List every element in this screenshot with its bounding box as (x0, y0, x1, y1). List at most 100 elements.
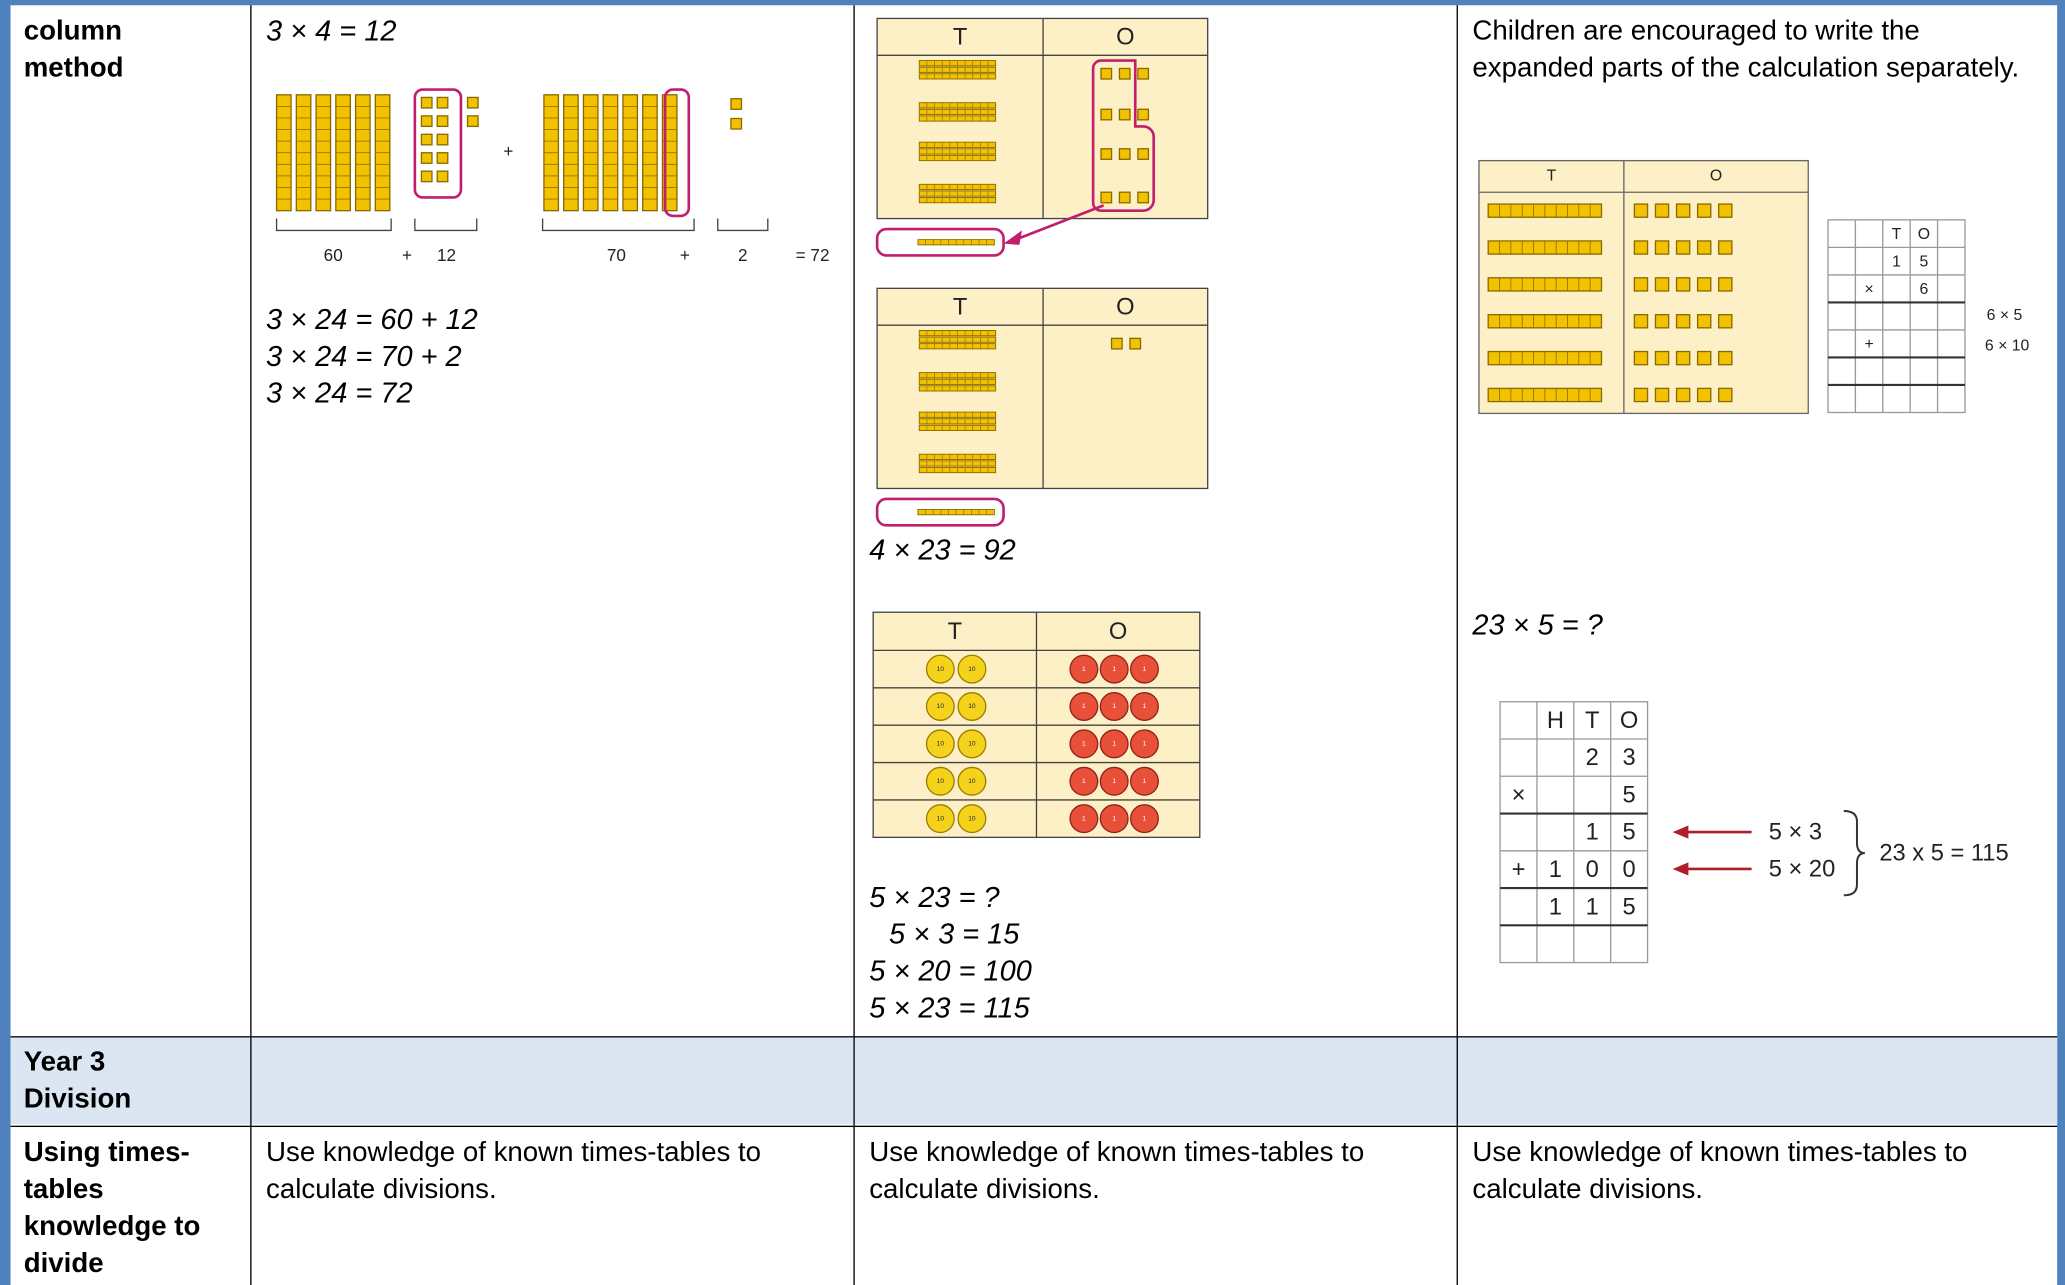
column-line (853, 5, 855, 1285)
bracket (541, 218, 695, 232)
cube (1675, 350, 1691, 366)
column-line (1456, 5, 1458, 1285)
counter (957, 804, 987, 834)
cube (1718, 314, 1733, 329)
cube (1696, 240, 1712, 255)
counter-label: 10 (937, 666, 945, 673)
label: 0 (1623, 857, 1636, 883)
cube (436, 133, 449, 146)
counter (1129, 692, 1159, 721)
cube (1675, 203, 1691, 218)
cube (1633, 277, 1649, 292)
ring (875, 227, 1005, 257)
label: 5 (1623, 894, 1636, 920)
counter-label: 1 (1082, 778, 1086, 785)
label: 2 (738, 246, 748, 265)
counter (1099, 729, 1129, 759)
cube (420, 152, 433, 164)
counter (957, 729, 987, 759)
column-line (250, 5, 252, 1285)
counter (925, 729, 955, 759)
cube (1718, 240, 1733, 255)
row-label: column method (23, 15, 124, 83)
cube (1654, 387, 1670, 403)
cube (1118, 67, 1131, 80)
question: 23 × 5 = ? (1471, 609, 1603, 641)
cube (1118, 108, 1131, 121)
counter-label: 1 (1112, 741, 1116, 748)
cube (730, 98, 743, 110)
counter-label: 10 (968, 741, 976, 748)
label: 70 (607, 246, 626, 265)
bracket (275, 218, 392, 232)
cube (730, 117, 743, 130)
cube (1654, 350, 1670, 366)
label: T (953, 294, 967, 320)
cube (1718, 350, 1733, 366)
section-band (10, 1037, 2058, 1125)
cube (1137, 67, 1150, 80)
row-label: Using times-tables knowledge to divide (23, 1137, 201, 1279)
cube (1718, 387, 1733, 403)
equation: 3 × 24 = 60 + 12 (266, 304, 478, 336)
caption: 4 × 23 = 92 (869, 534, 1016, 566)
counter-label: 10 (937, 778, 945, 785)
cube (436, 96, 449, 109)
ring (413, 88, 463, 199)
cube (420, 133, 433, 146)
cube (1718, 277, 1733, 292)
label: × (1864, 281, 1873, 298)
counter (957, 692, 987, 721)
label: 12 (437, 246, 456, 265)
counter-label: 1 (1082, 666, 1086, 673)
label: 5 × 20 (1769, 857, 1836, 883)
label: O (1109, 619, 1127, 645)
label: 6 × 10 (1985, 337, 2030, 354)
label: 2 (1586, 745, 1599, 771)
equation: 3 × 24 = 70 + 2 (266, 341, 462, 373)
counter-label: 10 (937, 741, 945, 748)
counter-label: 10 (937, 815, 945, 822)
cube (1137, 191, 1150, 204)
label: × (1512, 782, 1526, 808)
label: 5 (1623, 782, 1636, 808)
counter-label: 10 (937, 703, 945, 710)
equation: 3 × 4 = 12 (266, 16, 396, 48)
label: T (1547, 168, 1557, 185)
cube (1129, 337, 1142, 350)
label: 5 (1919, 254, 1928, 271)
cube (1118, 191, 1131, 204)
cube (1118, 148, 1131, 160)
ring (1091, 59, 1156, 212)
cube (420, 96, 433, 109)
counter (1099, 692, 1129, 721)
label: 3 (1623, 745, 1636, 771)
counter (957, 654, 987, 684)
label: O (1710, 168, 1722, 185)
arrowhead (1003, 230, 1022, 245)
label: O (1116, 24, 1134, 50)
cube (1633, 203, 1649, 218)
counter (1099, 804, 1129, 834)
cube (1633, 314, 1649, 329)
row-label: Year 3 Division (23, 1046, 132, 1114)
cube (1696, 387, 1712, 403)
cube (420, 170, 433, 183)
counter-label: 1 (1082, 741, 1086, 748)
counter (1069, 729, 1099, 759)
counter-label: 1 (1143, 778, 1147, 785)
counter (1129, 804, 1159, 834)
cube (1654, 277, 1670, 292)
counter-label: 10 (968, 778, 976, 785)
counter-label: 1 (1143, 703, 1147, 710)
counter (925, 804, 955, 834)
cube (1696, 314, 1712, 329)
label: 6 × 5 (1987, 307, 2023, 324)
label: O (1918, 226, 1930, 243)
cube (1100, 67, 1113, 80)
label: O (1620, 708, 1638, 734)
equation: 5 × 23 = ? (869, 882, 1000, 914)
cube (1675, 277, 1691, 292)
cube (1633, 240, 1649, 255)
cube (1675, 314, 1691, 329)
